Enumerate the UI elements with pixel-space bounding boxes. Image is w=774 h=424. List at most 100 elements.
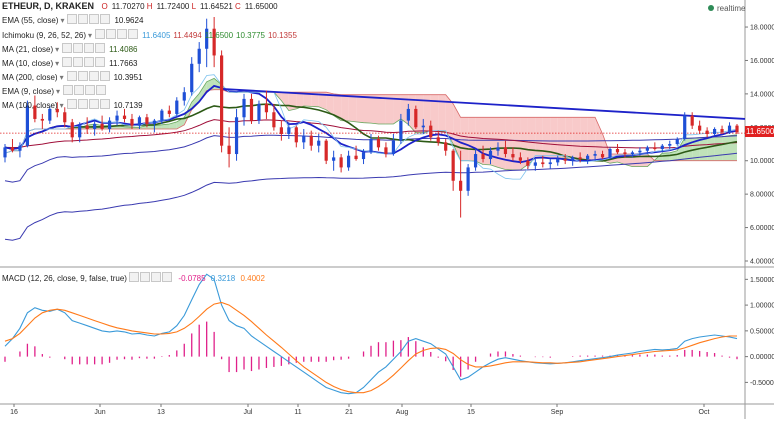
eye-icon[interactable] [66,99,77,109]
settings-icon[interactable] [74,85,85,95]
indicator-label[interactable]: MA (10, close) [2,59,54,68]
close-icon[interactable] [162,272,173,282]
eye-icon[interactable] [95,29,106,39]
close-icon[interactable] [99,71,110,81]
candle-body [376,139,381,148]
add-icon[interactable] [89,14,100,24]
indicator-label[interactable]: Ichimoku (9, 26, 52, 26) [2,31,87,40]
price-tick-label: 18.0000 [750,25,774,32]
symbol-label[interactable]: ETHEUR, D, KRAKEN [2,1,95,11]
candle-body [115,115,119,121]
indicator-legend-row: MA (10, close) ▾ 11.7663 [2,57,137,68]
eye-icon[interactable] [62,57,73,67]
candle-body [227,145,231,155]
indicator-value: 10.3951 [113,73,143,82]
macd-signal-line [4,301,737,394]
candle-body [160,110,164,121]
ichimoku-cloud-segment [296,92,304,109]
add-icon[interactable] [85,85,96,95]
settings-icon[interactable] [140,272,151,282]
indicator-value: 10.7139 [113,101,143,110]
ichimoku-cloud-segment [498,117,506,170]
chevron-down-icon[interactable]: ▾ [56,87,61,96]
candle-body [503,147,508,155]
ichimoku-cloud-segment [199,81,207,103]
chevron-down-icon[interactable]: ▾ [55,59,60,68]
add-icon[interactable] [88,99,99,109]
ichimoku-cloud-segment [707,136,715,161]
ichimoku-cloud-segment [572,117,581,162]
indicator-label[interactable]: MA (21, close) [2,45,54,54]
candle-body [182,92,186,101]
close-icon[interactable] [99,99,110,109]
candle-body [488,150,493,160]
close-icon[interactable] [128,29,139,39]
ichimoku-cloud-segment [580,117,588,162]
close-icon[interactable] [95,43,106,53]
candle-body [145,117,149,124]
candle-body [548,162,552,165]
add-icon[interactable] [84,57,95,67]
candle-body [391,140,396,155]
candle-body [735,125,739,133]
eye-icon[interactable] [129,272,140,282]
chevron-down-icon[interactable]: ▾ [88,31,93,40]
settings-icon[interactable] [78,14,89,24]
time-tick-label: Oct [699,409,710,416]
open-value: 11.70270 [111,2,145,11]
close-icon[interactable] [100,14,111,24]
eye-icon[interactable] [63,85,74,95]
add-icon[interactable] [117,29,128,39]
settings-icon[interactable] [106,29,117,39]
ichimoku-cloud-segment [303,92,312,107]
candle-body [690,115,694,126]
add-icon[interactable] [88,71,99,81]
macd-tick-label: 0.500000 [750,328,774,335]
candle-body [220,55,224,146]
chevron-down-icon[interactable]: ▾ [59,101,64,110]
candle-body [429,125,433,138]
candle-body [33,105,37,119]
indicator-label[interactable]: EMA (9, close) [2,87,55,96]
candle-body [175,100,179,114]
add-icon[interactable] [151,272,162,282]
candle-body [526,160,530,166]
ichimoku-span-b-line [4,89,737,162]
candle-body [264,103,269,113]
close-icon[interactable] [95,57,106,67]
candle-body [317,140,321,146]
candle-body [78,125,82,138]
indicator-label[interactable]: EMA (55, close) [2,16,59,25]
add-icon[interactable] [84,43,95,53]
eye-icon[interactable] [62,43,73,53]
chevron-down-icon[interactable]: ▾ [55,45,60,54]
settings-icon[interactable] [73,43,84,53]
ichimoku-cloud-segment [438,94,446,132]
last-price-tag: 11.6500 [745,126,774,137]
ichimoku-cloud-segment [371,94,379,124]
eye-icon[interactable] [66,71,77,81]
ichimoku-cloud-segment [677,138,685,161]
ichimoku-cloud-segment [445,94,454,144]
ichimoku-cloud-segment [483,117,491,165]
indicator-label[interactable]: MA (100, close) [2,101,58,110]
candle-body [361,152,366,160]
macd-legend-label[interactable]: MACD (12, 26, close, 9, false, true) [2,274,127,283]
settings-icon[interactable] [77,99,88,109]
candle-body [384,147,388,155]
open-label: O [101,2,108,11]
settings-icon[interactable] [77,71,88,81]
settings-icon[interactable] [73,57,84,67]
eye-icon[interactable] [67,14,78,24]
low-label: L [191,2,197,11]
indicator-label[interactable]: MA (200, close) [2,73,58,82]
chevron-down-icon[interactable]: ▾ [60,16,65,25]
close-icon[interactable] [96,85,107,95]
ichimoku-cloud-segment [341,94,349,121]
chevron-down-icon[interactable]: ▾ [59,73,64,82]
candle-body [212,28,216,56]
candle-body [93,123,97,129]
ichimoku-cloud-segment [400,94,409,125]
ichimoku-cloud-segment [176,117,185,129]
